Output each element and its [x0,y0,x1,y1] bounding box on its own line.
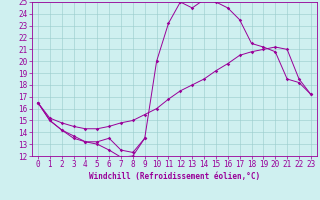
X-axis label: Windchill (Refroidissement éolien,°C): Windchill (Refroidissement éolien,°C) [89,172,260,181]
